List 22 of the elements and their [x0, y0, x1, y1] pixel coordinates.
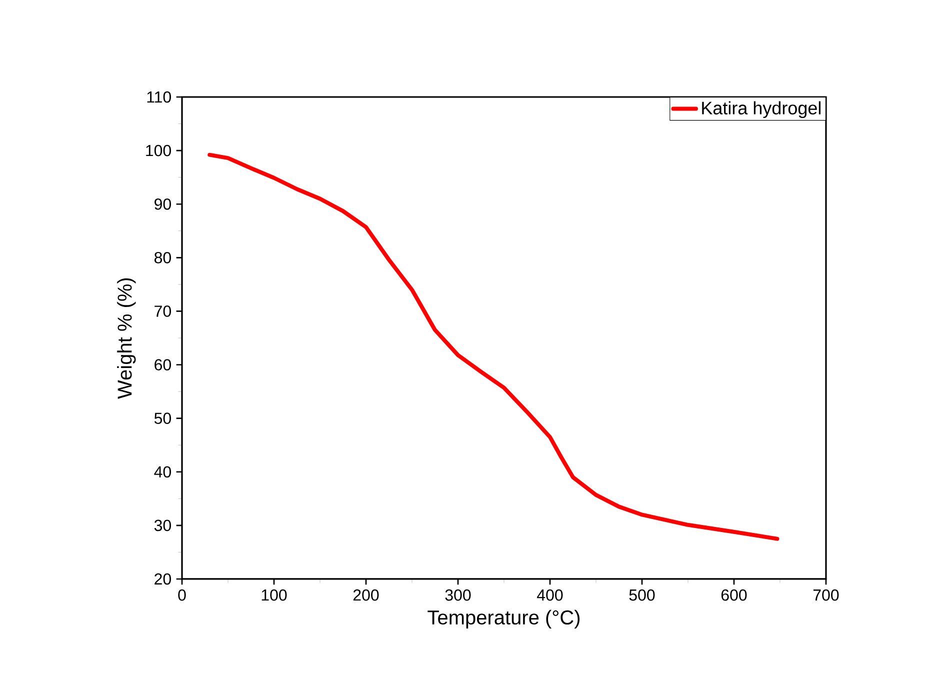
x-tick-label: 700	[813, 589, 839, 601]
y-axis-title: Weight % (%)	[117, 278, 136, 399]
y-tick-label: 50	[154, 412, 171, 424]
y-tick-label: 80	[154, 252, 171, 264]
x-tick-label: 600	[721, 589, 747, 601]
legend-label: Katira hydrogel	[702, 101, 820, 118]
x-tick-label: 0	[178, 589, 186, 601]
x-tick-label: 100	[262, 589, 287, 601]
x-tick-label: 200	[353, 589, 379, 601]
x-axis-title: Temperature (°C)	[428, 610, 580, 628]
y-tick-label: 20	[154, 573, 171, 585]
y-tick-label: 90	[154, 198, 171, 210]
y-tick-label: 60	[154, 359, 171, 370]
y-tick-label: 70	[154, 306, 171, 317]
y-tick-label: 40	[154, 466, 171, 478]
x-tick-label: 400	[537, 589, 563, 601]
y-tick-label: 110	[147, 91, 171, 103]
y-tick-label: 30	[154, 520, 171, 532]
line-series	[208, 152, 780, 541]
x-tick-label: 500	[629, 589, 655, 601]
x-tick-label: 300	[445, 589, 471, 601]
y-tick-label: 100	[146, 144, 171, 156]
